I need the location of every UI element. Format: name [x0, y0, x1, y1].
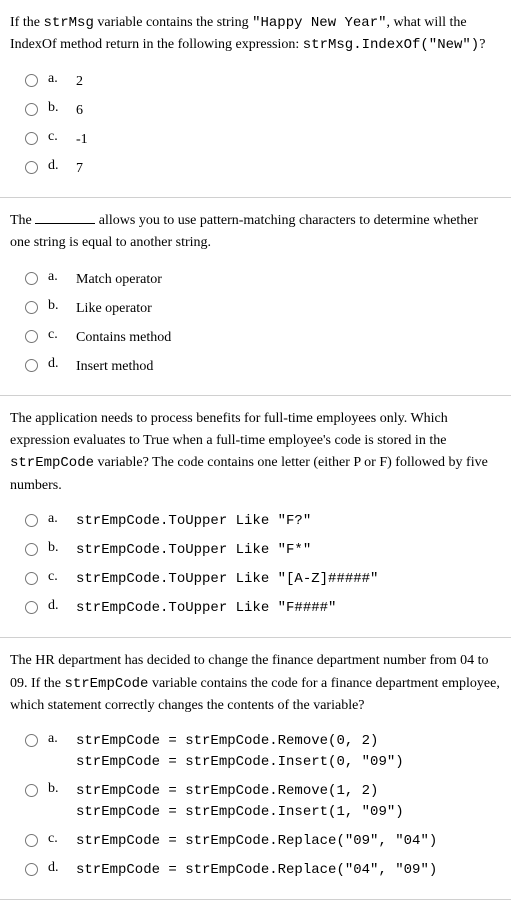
option-c: c. strEmpCode = strEmpCode.Replace("09",…	[10, 827, 437, 856]
option-letter: d.	[48, 352, 72, 381]
option-a: a. Match operator	[10, 265, 171, 294]
option-a: a. strEmpCode.ToUpper Like "F?"	[10, 507, 378, 536]
option-c: c. strEmpCode.ToUpper Like "[A-Z]#####"	[10, 565, 378, 594]
option-text: strEmpCode = strEmpCode.Replace("04", "0…	[72, 856, 437, 885]
option-a: a. strEmpCode = strEmpCode.Remove(0, 2) …	[10, 727, 437, 777]
radio-q3-c[interactable]	[25, 572, 38, 585]
option-b: b. Like operator	[10, 294, 171, 323]
radio-q4-b[interactable]	[25, 784, 38, 797]
option-letter: a.	[48, 67, 72, 96]
option-letter: a.	[48, 727, 72, 777]
question-2-options: a. Match operator b. Like operator c. Co…	[10, 265, 171, 381]
question-1-text: If the strMsg variable contains the stri…	[10, 12, 501, 57]
option-text: 6	[72, 96, 88, 125]
option-text: Match operator	[72, 265, 171, 294]
question-4-options: a. strEmpCode = strEmpCode.Remove(0, 2) …	[10, 727, 437, 885]
question-3-text: The application needs to process benefit…	[10, 408, 501, 498]
radio-q3-d[interactable]	[25, 601, 38, 614]
code-part: "Happy New Year"	[252, 15, 386, 31]
radio-q1-a[interactable]	[25, 74, 38, 87]
option-text: strEmpCode = strEmpCode.Remove(1, 2) str…	[72, 777, 437, 827]
option-text: strEmpCode.ToUpper Like "F*"	[72, 536, 378, 565]
radio-q1-c[interactable]	[25, 132, 38, 145]
option-text: strEmpCode.ToUpper Like "F?"	[72, 507, 378, 536]
radio-q1-d[interactable]	[25, 161, 38, 174]
option-c: c. -1	[10, 125, 88, 154]
option-text: -1	[72, 125, 88, 154]
option-text: 7	[72, 154, 88, 183]
option-d: d. strEmpCode = strEmpCode.Replace("04",…	[10, 856, 437, 885]
option-letter: a.	[48, 507, 72, 536]
option-text: strEmpCode.ToUpper Like "[A-Z]#####"	[72, 565, 378, 594]
text-part: If the	[10, 15, 43, 30]
code-part: strEmpCode	[64, 676, 148, 692]
option-b: b. 6	[10, 96, 88, 125]
option-letter: d.	[48, 594, 72, 623]
option-line: strEmpCode = strEmpCode.Remove(1, 2)	[76, 781, 437, 802]
option-text: strEmpCode = strEmpCode.Replace("09", "0…	[72, 827, 437, 856]
question-1: If the strMsg variable contains the stri…	[0, 0, 511, 198]
option-d: d. strEmpCode.ToUpper Like "F####"	[10, 594, 378, 623]
text-part: The	[10, 213, 35, 228]
option-letter: c.	[48, 827, 72, 856]
option-line: strEmpCode = strEmpCode.Insert(0, "09")	[76, 752, 437, 773]
option-text: 2	[72, 67, 88, 96]
question-1-options: a. 2 b. 6 c. -1 d. 7	[10, 67, 88, 183]
question-3-options: a. strEmpCode.ToUpper Like "F?" b. strEm…	[10, 507, 378, 623]
option-line: strEmpCode = strEmpCode.Remove(0, 2)	[76, 731, 437, 752]
option-b: b. strEmpCode.ToUpper Like "F*"	[10, 536, 378, 565]
text-part: ?	[479, 37, 485, 52]
option-letter: b.	[48, 294, 72, 323]
code-part: strMsg.IndexOf("New")	[303, 37, 479, 53]
radio-q2-d[interactable]	[25, 359, 38, 372]
text-part: The application needs to process benefit…	[10, 411, 448, 448]
option-text: strEmpCode.ToUpper Like "F####"	[72, 594, 378, 623]
option-d: d. 7	[10, 154, 88, 183]
question-3: The application needs to process benefit…	[0, 396, 511, 639]
option-b: b. strEmpCode = strEmpCode.Remove(1, 2) …	[10, 777, 437, 827]
option-letter: c.	[48, 323, 72, 352]
radio-q3-b[interactable]	[25, 543, 38, 556]
question-4: The HR department has decided to change …	[0, 638, 511, 900]
option-d: d. Insert method	[10, 352, 171, 381]
option-letter: b.	[48, 777, 72, 827]
option-letter: c.	[48, 565, 72, 594]
radio-q2-a[interactable]	[25, 272, 38, 285]
option-letter: b.	[48, 536, 72, 565]
radio-q3-a[interactable]	[25, 514, 38, 527]
question-4-text: The HR department has decided to change …	[10, 650, 501, 717]
question-2: The allows you to use pattern-matching c…	[0, 198, 511, 396]
option-text: Insert method	[72, 352, 171, 381]
radio-q4-d[interactable]	[25, 863, 38, 876]
option-text: Like operator	[72, 294, 171, 323]
fill-blank	[35, 210, 95, 224]
option-a: a. 2	[10, 67, 88, 96]
text-part: variable contains the string	[94, 15, 252, 30]
option-letter: c.	[48, 125, 72, 154]
code-part: strEmpCode	[10, 455, 94, 471]
option-text: Contains method	[72, 323, 171, 352]
option-line: strEmpCode = strEmpCode.Insert(1, "09")	[76, 802, 437, 823]
option-text: strEmpCode = strEmpCode.Remove(0, 2) str…	[72, 727, 437, 777]
option-letter: d.	[48, 154, 72, 183]
radio-q1-b[interactable]	[25, 103, 38, 116]
radio-q2-b[interactable]	[25, 301, 38, 314]
option-c: c. Contains method	[10, 323, 171, 352]
radio-q4-a[interactable]	[25, 734, 38, 747]
option-letter: d.	[48, 856, 72, 885]
radio-q2-c[interactable]	[25, 330, 38, 343]
radio-q4-c[interactable]	[25, 834, 38, 847]
option-letter: b.	[48, 96, 72, 125]
option-letter: a.	[48, 265, 72, 294]
code-part: strMsg	[43, 15, 93, 31]
question-2-text: The allows you to use pattern-matching c…	[10, 210, 501, 255]
